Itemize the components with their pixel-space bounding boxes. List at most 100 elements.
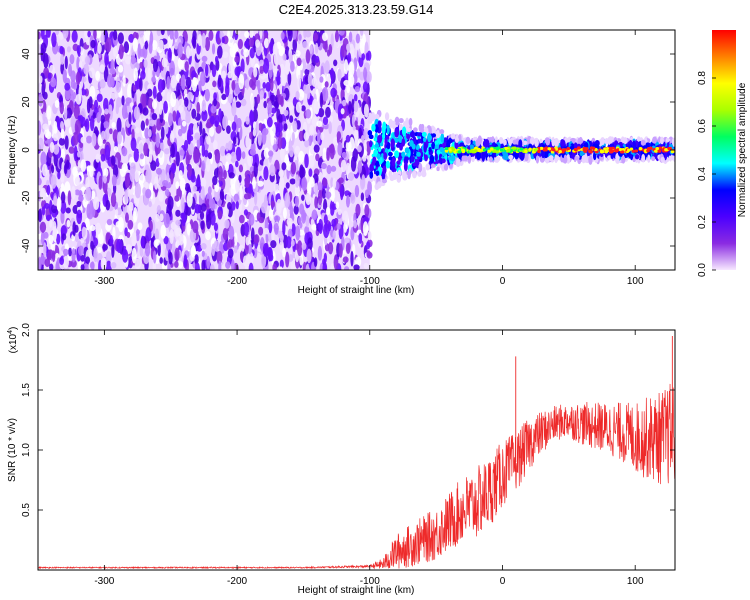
- signal-cell: [376, 181, 382, 189]
- noise-cell: [329, 115, 334, 123]
- noise-cell: [343, 79, 350, 87]
- noise-cell: [85, 135, 93, 144]
- noise-cell: [282, 247, 286, 258]
- noise-cell: [307, 237, 313, 251]
- noise-cell: [53, 133, 59, 142]
- signal-cell: [388, 156, 393, 161]
- noise-cell: [292, 120, 298, 133]
- noise-cell: [244, 79, 250, 88]
- noise-cell: [170, 162, 177, 174]
- noise-cell: [290, 161, 297, 175]
- noise-cell: [148, 148, 153, 163]
- noise-cell: [269, 41, 274, 55]
- spectrogram-y-tick-label: 20: [21, 96, 32, 108]
- noise-cell: [74, 233, 79, 243]
- noise-cell: [213, 222, 219, 232]
- noise-cell: [253, 247, 258, 259]
- signal-cell: [535, 155, 540, 164]
- noise-cell: [339, 185, 344, 201]
- noise-cell: [63, 163, 68, 175]
- snr-line: [38, 383, 675, 570]
- signal-cell: [475, 139, 481, 147]
- noise-cell: [224, 219, 230, 229]
- noise-cell: [68, 146, 75, 154]
- noise-cell: [90, 240, 94, 251]
- noise-cell: [316, 120, 323, 128]
- signal-cell: [622, 137, 628, 144]
- noise-cell: [147, 129, 152, 138]
- noise-cell: [43, 202, 50, 210]
- noise-cell: [367, 230, 372, 241]
- signal-cell: [607, 136, 613, 146]
- chart-title: C2E4.2025.313.23.59.G14: [279, 2, 434, 17]
- noise-cell: [53, 225, 58, 241]
- noise-cell: [353, 220, 358, 229]
- noise-cell: [170, 221, 176, 230]
- signal-cell: [491, 143, 496, 148]
- noise-cell: [160, 224, 167, 239]
- signal-peak-cell: [557, 147, 562, 151]
- noise-cell: [276, 70, 280, 86]
- noise-cell: [262, 127, 269, 136]
- noise-cell: [201, 109, 208, 122]
- signal-cell: [434, 144, 439, 150]
- noise-cell: [116, 96, 122, 108]
- noise-cell: [296, 240, 303, 257]
- noise-cell: [106, 74, 114, 88]
- spectrogram-x-tick-label: 0: [500, 276, 506, 287]
- signal-cell: [545, 137, 550, 146]
- noise-cell: [263, 194, 268, 209]
- noise-cell: [157, 79, 164, 93]
- signal-cell: [367, 119, 373, 124]
- spectrogram-y-tick-label: -20: [21, 190, 32, 205]
- noise-cell: [79, 142, 84, 149]
- noise-cell: [301, 194, 305, 201]
- noise-cell: [80, 264, 85, 270]
- signal-cell: [436, 149, 441, 156]
- colorbar-label: Normalized spectral amplitude: [737, 82, 748, 217]
- noise-cell: [297, 89, 305, 101]
- noise-cell: [219, 145, 226, 157]
- noise-cell: [280, 31, 285, 40]
- noise-cell: [139, 61, 144, 69]
- noise-cell: [269, 94, 276, 102]
- noise-cell: [341, 99, 347, 107]
- noise-cell: [249, 148, 257, 156]
- noise-cell: [185, 155, 190, 166]
- noise-cell: [68, 63, 72, 77]
- noise-cell: [351, 114, 356, 128]
- noise-cell: [144, 242, 151, 257]
- noise-cell: [46, 184, 51, 196]
- noise-cell: [174, 195, 180, 202]
- noise-cell: [95, 30, 102, 39]
- noise-cell: [238, 174, 242, 183]
- noise-cell: [366, 241, 371, 250]
- noise-cell: [279, 259, 284, 269]
- noise-cell: [130, 137, 137, 152]
- noise-cell: [234, 66, 241, 77]
- noise-cell: [148, 120, 155, 127]
- noise-cell: [330, 165, 337, 172]
- signal-peak-cell: [582, 147, 587, 151]
- noise-cell: [147, 67, 152, 84]
- noise-cell: [168, 112, 174, 127]
- signal-peak-cell: [634, 149, 639, 153]
- noise-cell: [235, 160, 239, 168]
- noise-cell: [191, 70, 197, 80]
- noise-cell: [211, 64, 217, 78]
- snr-x-tick-label: 100: [627, 576, 644, 587]
- noise-cell: [253, 67, 258, 78]
- noise-cell: [317, 107, 325, 118]
- noise-cell: [311, 77, 318, 87]
- noise-cell: [41, 206, 46, 216]
- noise-cell: [87, 30, 91, 38]
- signal-cell: [428, 146, 432, 152]
- noise-cell: [206, 135, 211, 145]
- noise-cell: [174, 41, 179, 50]
- noise-cell: [38, 93, 44, 107]
- noise-cell: [58, 137, 66, 146]
- signal-cell: [503, 139, 507, 147]
- signal-cell: [417, 132, 422, 137]
- noise-cell: [249, 109, 254, 124]
- noise-cell: [262, 82, 266, 89]
